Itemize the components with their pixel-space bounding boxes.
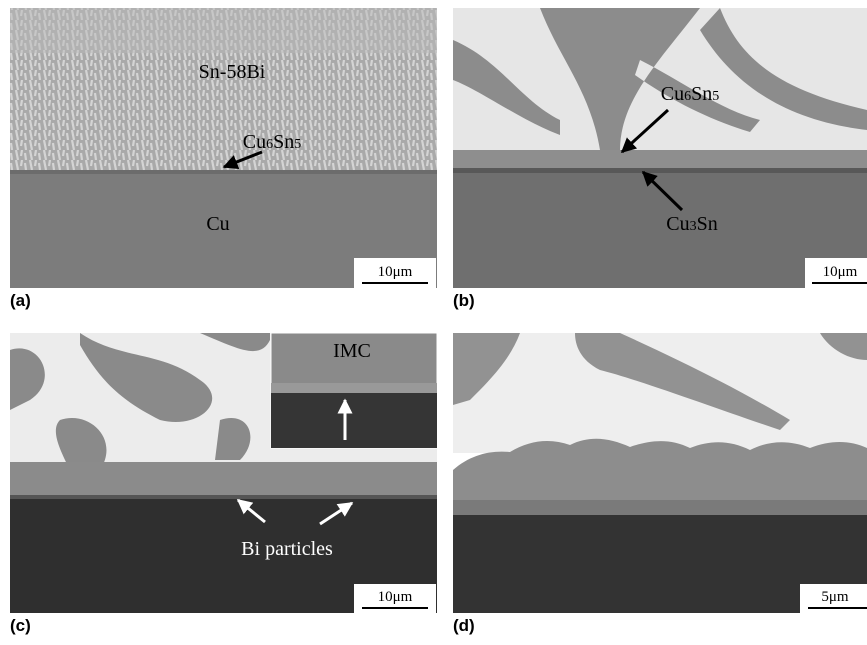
annotation: Sn-58Bi <box>199 61 266 83</box>
panel-a: Sn-58Bi Cu6Sn5 Cu 10μm <box>10 8 437 288</box>
scale-bar-label: 10μm <box>823 264 858 280</box>
panel-label: (c) <box>10 616 31 635</box>
scale-bar-label: 10μm <box>378 264 413 280</box>
annotation: IMC <box>333 340 371 362</box>
panel-c: IMC Bi particles 10μm <box>10 333 437 613</box>
scale-bar-label: 10μm <box>378 589 413 605</box>
scale-bar-label: 5μm <box>821 589 849 605</box>
panel-d: 5μm <box>453 333 867 613</box>
panel-label: (a) <box>10 291 31 310</box>
panel-label: (d) <box>453 616 475 635</box>
panel-b: Cu6Sn5 Cu3Sn 10μm <box>453 8 867 288</box>
annotation: Bi particles <box>241 538 333 560</box>
panel-label: (b) <box>453 291 475 310</box>
annotation: Cu <box>206 213 229 235</box>
figure: Sn-58Bi Cu6Sn5 Cu 10μm (a) Cu6Sn5 Cu3Sn … <box>0 0 867 645</box>
